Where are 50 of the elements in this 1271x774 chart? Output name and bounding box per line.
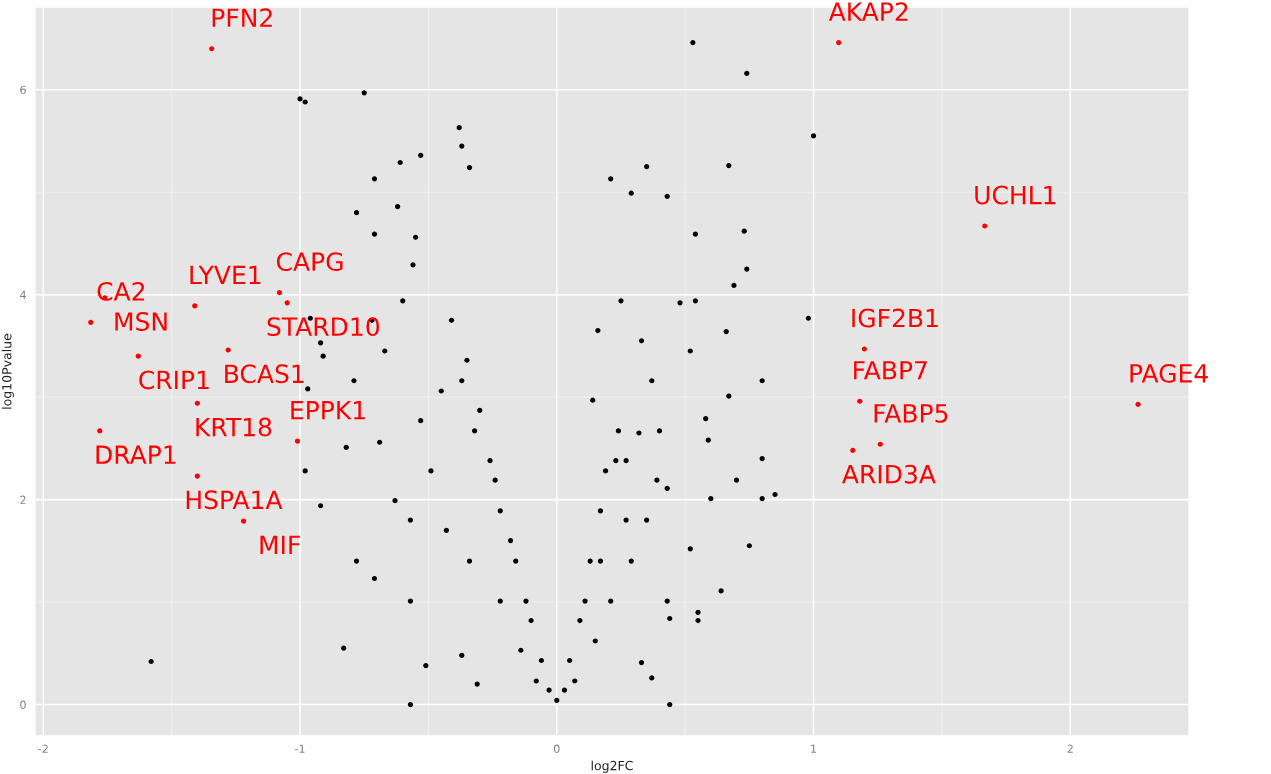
- point: [97, 428, 103, 434]
- y-tick-label: 2: [20, 495, 26, 504]
- y-tick-label: 4: [20, 290, 26, 299]
- x-tick-label: -2: [38, 744, 48, 753]
- y-tick-label: 0: [20, 700, 26, 709]
- point: [276, 290, 283, 296]
- point: [836, 39, 842, 46]
- annotation: CRIP1: [139, 370, 209, 390]
- annotation: PFN2: [212, 8, 272, 27]
- annotation: STARD10: [267, 317, 380, 337]
- y-tick-label: 6: [20, 85, 26, 95]
- x-tick-label: -1: [295, 744, 305, 753]
- point: [861, 346, 867, 352]
- annotation: MSN: [115, 312, 167, 331]
- point: [209, 46, 215, 52]
- point: [135, 353, 141, 359]
- annotation: ARID3A: [842, 464, 936, 484]
- point: [877, 441, 883, 447]
- annotation: CAPG: [276, 252, 343, 272]
- point: [850, 447, 856, 454]
- point: [982, 223, 988, 229]
- annotation: MIF: [260, 535, 300, 555]
- annotation: HSPA1A: [186, 490, 283, 510]
- y-axis-title: log10Pvalue: [1, 333, 14, 409]
- point: [294, 438, 301, 444]
- annotation: FABP7: [854, 361, 927, 380]
- point: [1135, 401, 1141, 407]
- annotation: DRAP1: [96, 445, 176, 464]
- annotation: FABP5: [874, 404, 948, 423]
- point: [88, 319, 94, 325]
- x-axis-title: log2FC: [591, 760, 633, 773]
- annotation: UCHL1: [975, 185, 1056, 205]
- point: [192, 303, 198, 309]
- point: [857, 398, 863, 404]
- annotation: LYVE1: [190, 265, 261, 285]
- annotation: CA2: [97, 281, 145, 301]
- point: [284, 300, 290, 306]
- point: [194, 473, 200, 479]
- point: [225, 347, 231, 353]
- x-tick-label: 1: [811, 744, 817, 753]
- annotation: EPPK1: [291, 401, 365, 420]
- annotation: IGF2B1: [852, 308, 938, 328]
- point: [240, 518, 247, 524]
- annotation: KRT18: [196, 417, 272, 437]
- point: [194, 400, 200, 406]
- annotation: PAGE4: [1130, 363, 1208, 383]
- annotation: AKAP2: [828, 2, 908, 21]
- annotation: BCAS1: [225, 364, 304, 384]
- x-tick-label: 2: [1067, 744, 1073, 753]
- x-tick-label: 0: [553, 744, 560, 753]
